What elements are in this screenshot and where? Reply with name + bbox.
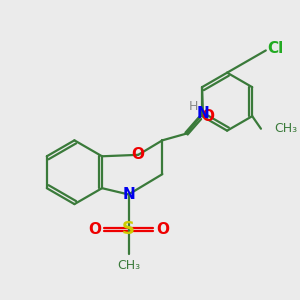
Text: S: S bbox=[122, 220, 135, 238]
Text: O: O bbox=[132, 147, 145, 162]
Text: N: N bbox=[122, 187, 135, 202]
Text: Cl: Cl bbox=[267, 41, 284, 56]
Text: CH₃: CH₃ bbox=[274, 122, 298, 135]
Text: CH₃: CH₃ bbox=[117, 259, 140, 272]
Text: O: O bbox=[156, 222, 169, 237]
Text: N: N bbox=[196, 106, 209, 121]
Text: O: O bbox=[201, 109, 214, 124]
Text: O: O bbox=[88, 222, 101, 237]
Text: H: H bbox=[189, 100, 198, 113]
